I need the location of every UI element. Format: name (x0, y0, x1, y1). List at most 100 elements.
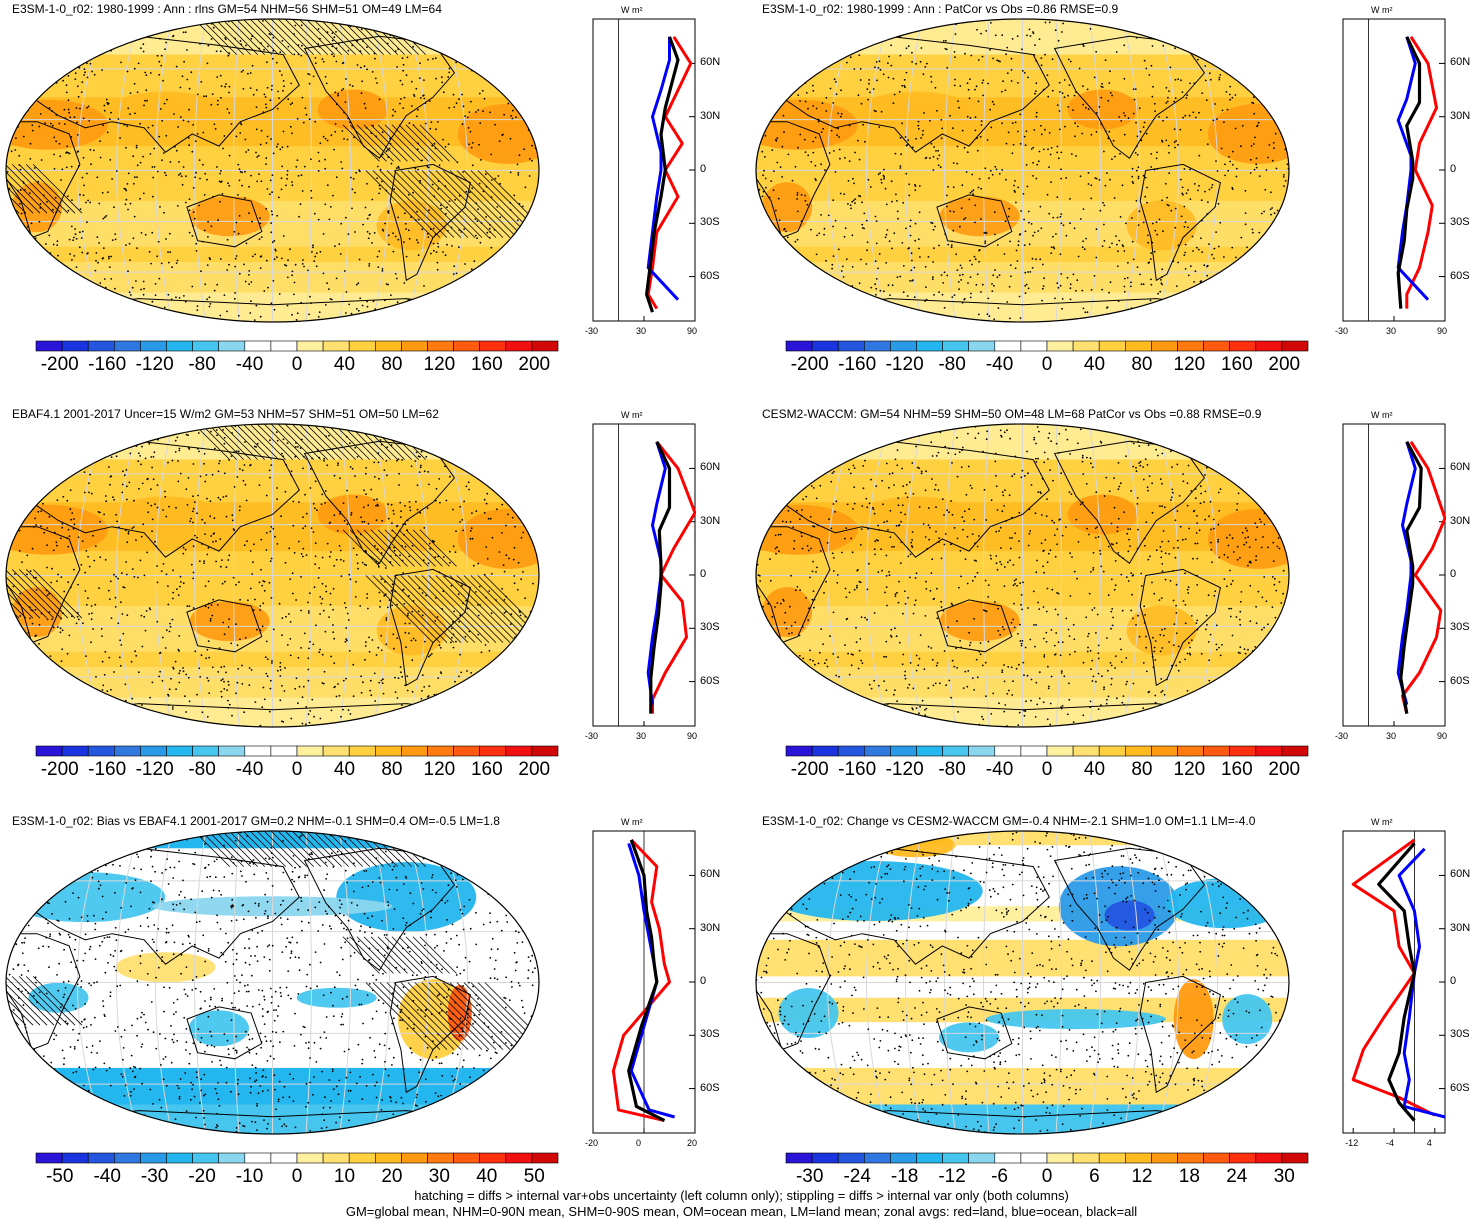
colorbar-tick-label: 20 (381, 1166, 403, 1187)
zonal-lat-label: 30S (1450, 1028, 1470, 1041)
colorbar-swatch (1203, 1152, 1231, 1164)
colorbar-swatch (1046, 340, 1074, 352)
colorbar-swatch (811, 745, 839, 757)
zonal-lat-label: 0 (700, 163, 707, 175)
colorbar-swatch (140, 340, 167, 352)
colorbar-tick-label: 0 (291, 354, 303, 375)
colorbar-swatch (218, 340, 246, 352)
colorbar-tick-label: 0 (1041, 759, 1053, 780)
colorbar-tick-label: 120 (423, 354, 456, 375)
zonal-x-tick-label: 20 (687, 1138, 698, 1148)
panel-title: E3SM-1-0_r02: 1980-1999 : Ann : PatCor v… (762, 2, 1119, 16)
zonal-lat-label: 30N (700, 109, 721, 122)
colorbar-swatch (837, 340, 865, 352)
colorbar-tick-label: -200 (790, 354, 829, 375)
colorbar-swatch (166, 340, 193, 352)
colorbar-swatch (87, 340, 115, 352)
colorbar-swatch (401, 1152, 428, 1164)
zonal-unit-label: W m² (1371, 5, 1393, 15)
colorbar (35, 745, 559, 757)
colorbar (785, 745, 1309, 757)
map-border (5, 18, 540, 323)
map-field (756, 19, 1289, 322)
colorbar-swatch (1281, 745, 1309, 757)
colorbar-swatch (1020, 745, 1048, 757)
zonal-frame (1342, 18, 1446, 322)
colorbar-swatch (322, 745, 350, 757)
zonal-land-line (1351, 838, 1436, 1117)
colorbar-swatch (1151, 340, 1178, 352)
colorbar-swatch (374, 745, 402, 757)
colorbar-swatch (837, 1152, 865, 1164)
zonal-mean-plot (1342, 18, 1446, 322)
colorbar-swatch (1177, 340, 1204, 352)
colorbar-swatch (453, 340, 481, 352)
colorbar-tick-label: 80 (381, 354, 403, 375)
zonal-lat-label: 60S (700, 1081, 720, 1094)
colorbar-swatch (1281, 1152, 1309, 1164)
map-border (755, 423, 1290, 728)
colorbar-tick-label: -200 (790, 759, 829, 780)
zonal-unit-label: W m² (1371, 817, 1393, 827)
coastline-asia (770, 847, 1050, 965)
zonal-lat-label: 0 (1450, 975, 1457, 987)
colorbar-tick-label: 160 (1220, 354, 1253, 375)
coastline-asia (770, 440, 1050, 558)
colorbar-tick-label: -12 (938, 1166, 966, 1187)
colorbar-swatch (35, 340, 63, 352)
colorbar-tick-label: 30 (1273, 1166, 1295, 1187)
zonal-lat-label: 30N (700, 921, 721, 934)
colorbar-swatch (140, 745, 167, 757)
colorbar-swatch (890, 745, 917, 757)
footer-line-2: GM=global mean, NHM=0-90N mean, SHM=0-90… (345, 1204, 1138, 1219)
zonal-mean-plot (592, 18, 696, 322)
colorbar-swatch (505, 745, 533, 757)
colorbar-swatch (1124, 1152, 1152, 1164)
colorbar-swatch (296, 340, 324, 352)
colorbar-tick-label: 40 (333, 354, 356, 375)
colorbar-swatch (427, 1152, 454, 1164)
colorbar-swatch (942, 745, 970, 757)
zonal-unit-label: W m² (1371, 410, 1393, 420)
colorbar-swatch (1229, 1152, 1257, 1164)
zonal-lat-label: 60N (700, 461, 721, 474)
panel-title: CESM2-WACCM: GM=54 NHM=59 SHM=50 OM=48 L… (762, 407, 1262, 421)
colorbar-tick-label: -6 (991, 1166, 1008, 1187)
zonal-land-line (651, 440, 696, 714)
colorbar (35, 1152, 559, 1164)
colorbar-swatch (864, 1152, 891, 1164)
zonal-lat-label: 60N (1450, 56, 1471, 69)
colorbar-swatch (531, 1152, 559, 1164)
colorbar-swatch (916, 1152, 943, 1164)
zonal-mean-plot (592, 830, 696, 1134)
colorbar-swatch (87, 745, 115, 757)
colorbar-tick-label: -30 (140, 1166, 169, 1187)
colorbar-tick-label: -120 (135, 759, 174, 780)
colorbar-swatch (1255, 745, 1283, 757)
colorbar-tick-label: -10 (235, 1166, 264, 1187)
colorbar-swatch (1124, 745, 1152, 757)
panel-title: E3SM-1-0_r02: 1980-1999 : Ann : rlns GM=… (12, 2, 442, 16)
zonal-x-tick-label: 0 (636, 1138, 642, 1148)
colorbar-swatch (1072, 1152, 1100, 1164)
colorbar-swatch (1203, 745, 1231, 757)
world-map (5, 830, 540, 1135)
colorbar-swatch (785, 1152, 813, 1164)
colorbar (35, 340, 559, 352)
colorbar-swatch (35, 1152, 63, 1164)
zonal-all-line (1396, 36, 1422, 309)
colorbar-tick-label: 10 (333, 1166, 356, 1187)
zonal-x-tick-label: -12 (1345, 1138, 1359, 1148)
coastline-asia (20, 35, 300, 153)
colorbar-swatch (505, 340, 533, 352)
colorbar-swatch (140, 1152, 167, 1164)
colorbar-swatch (811, 1152, 839, 1164)
colorbar-tick-label: -160 (838, 759, 877, 780)
zonal-unit-label: W m² (621, 817, 643, 827)
map-field (6, 831, 539, 1134)
zonal-all-line (1377, 842, 1417, 1122)
colorbar-tick-label: -120 (135, 354, 174, 375)
colorbar-swatch (453, 1152, 481, 1164)
colorbar-tick-label: -40 (93, 1166, 121, 1187)
colorbar-tick-label: 40 (333, 759, 356, 780)
